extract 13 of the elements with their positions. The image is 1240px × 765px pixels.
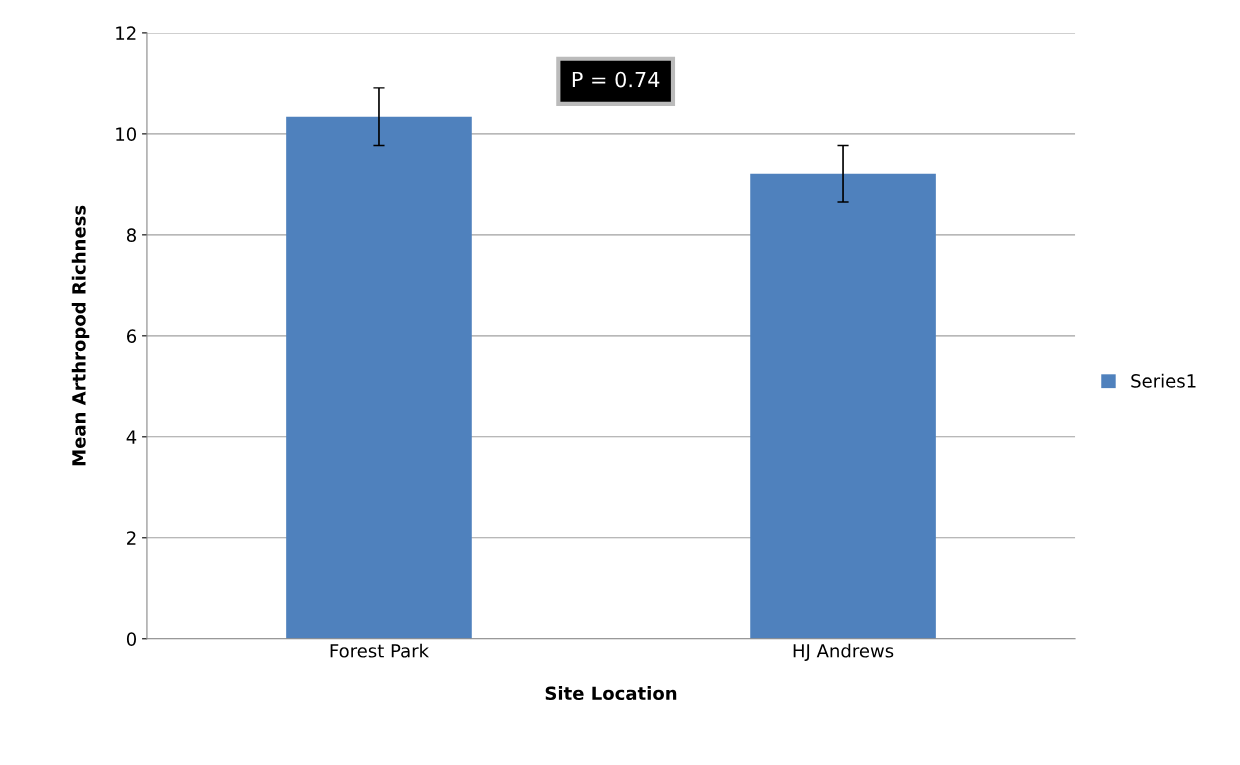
y-tick-label: 6 [126,329,137,343]
y-tick-label: 12 [116,26,136,40]
y-axis-title: Mean Arthropod Richness [71,205,90,466]
y-tick-label: 2 [127,531,136,545]
annotation: P = 0.74 [572,71,660,88]
x-axis-title: Site Location [545,686,677,701]
legend-label: Series1 [1131,373,1196,388]
x-tick-label: Forest Park [330,643,429,658]
y-tick-label: 10 [116,127,137,141]
y-tick-label: 0 [126,632,137,646]
y-tick-label: 4 [126,430,137,444]
y-tick-label: 8 [126,228,136,242]
x-tick-label: HJ Andrews [793,643,894,661]
